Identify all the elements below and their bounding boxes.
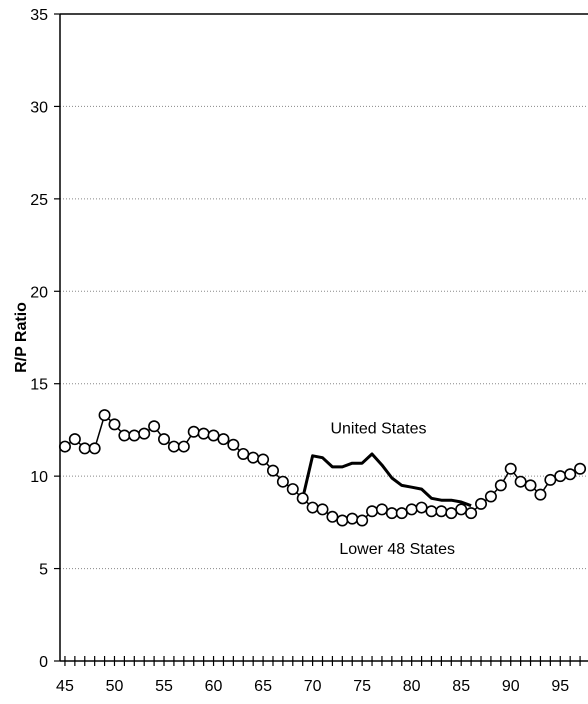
data-point-97 (574, 462, 587, 475)
data-point-63 (237, 447, 250, 460)
data-point-87 (475, 497, 488, 510)
y-tick-label-10: 10 (30, 469, 48, 486)
ticks (54, 13, 581, 666)
x-tick-label-75: 75 (353, 678, 371, 695)
data-point-66 (266, 464, 279, 477)
data-point-53 (138, 427, 151, 440)
x-tick-label-60: 60 (205, 678, 223, 695)
data-point-76 (366, 505, 379, 518)
y-tick-label-5: 5 (39, 562, 48, 579)
y-axis-title: R/P Ratio (13, 302, 30, 373)
data-point-48 (88, 442, 101, 455)
data-point-71 (316, 503, 329, 516)
x-tick-label-65: 65 (254, 678, 272, 695)
x-tick-label-50: 50 (106, 678, 124, 695)
data-point-62 (227, 438, 240, 451)
data-point-74 (346, 512, 359, 525)
x-tick-label-80: 80 (403, 678, 421, 695)
data-point-80 (405, 503, 418, 516)
y-tick-label-0: 0 (39, 654, 48, 671)
y-tick-label-30: 30 (30, 99, 48, 116)
data-point-61 (217, 433, 230, 446)
x-tick-label-90: 90 (502, 678, 520, 695)
data-point-93 (534, 488, 547, 501)
data-point-77 (375, 503, 388, 516)
data-point-45 (58, 440, 71, 453)
data-point-57 (177, 440, 190, 453)
data-point-65 (257, 453, 270, 466)
axes (59, 13, 588, 662)
x-tick-label-70: 70 (304, 678, 322, 695)
data-point-92 (524, 479, 537, 492)
data-point-59 (197, 427, 210, 440)
data-point-91 (514, 475, 527, 488)
series-layer (58, 409, 587, 527)
gridlines (60, 105, 588, 570)
data-point-85 (455, 503, 468, 516)
data-point-75 (356, 514, 369, 527)
data-point-54 (148, 420, 161, 433)
tick-labels: 0 5 10 15 20 25 30 35 45 50 55 60 65 70 75 80 85 90 95 (30, 7, 569, 695)
data-point-89 (494, 479, 507, 492)
data-point-64 (247, 451, 260, 464)
data-point-95 (554, 470, 567, 483)
united-states-label: United States (330, 421, 426, 438)
data-point-60 (207, 429, 220, 442)
y-tick-label-35: 35 (30, 7, 48, 24)
data-point-84 (445, 507, 458, 520)
x-tick-label-55: 55 (155, 678, 173, 695)
y-tick-label-20: 20 (30, 284, 48, 301)
data-point-90 (504, 462, 517, 475)
data-point-73 (336, 514, 349, 527)
data-point-46 (68, 433, 81, 446)
data-point-52 (128, 429, 141, 442)
x-tick-label-85: 85 (452, 678, 470, 695)
x-tick-label-45: 45 (56, 678, 74, 695)
data-point-69 (296, 492, 309, 505)
data-point-68 (286, 483, 299, 496)
data-point-56 (167, 440, 180, 453)
data-point-96 (564, 468, 577, 481)
data-point-94 (544, 473, 557, 486)
data-point-49 (98, 409, 111, 422)
y-tick-label-25: 25 (30, 192, 48, 209)
data-point-79 (395, 507, 408, 520)
data-point-58 (187, 425, 200, 438)
data-point-81 (415, 501, 428, 514)
data-point-70 (306, 501, 319, 514)
data-point-78 (385, 507, 398, 520)
data-point-72 (326, 510, 339, 523)
data-point-50 (108, 418, 121, 431)
series-1 (58, 409, 587, 527)
data-point-47 (78, 442, 91, 455)
data-point-88 (484, 490, 497, 503)
series-line-us (301, 452, 472, 508)
data-point-86 (465, 507, 478, 520)
x-tick-label-95: 95 (551, 678, 569, 695)
data-point-55 (158, 433, 171, 446)
data-point-82 (425, 505, 438, 518)
y-tick-label-15: 15 (30, 377, 48, 394)
series-0 (301, 452, 472, 508)
data-point-51 (118, 429, 131, 442)
lower-48-states-label: Lower 48 States (339, 541, 455, 558)
data-point-67 (276, 475, 289, 488)
data-point-83 (435, 505, 448, 518)
